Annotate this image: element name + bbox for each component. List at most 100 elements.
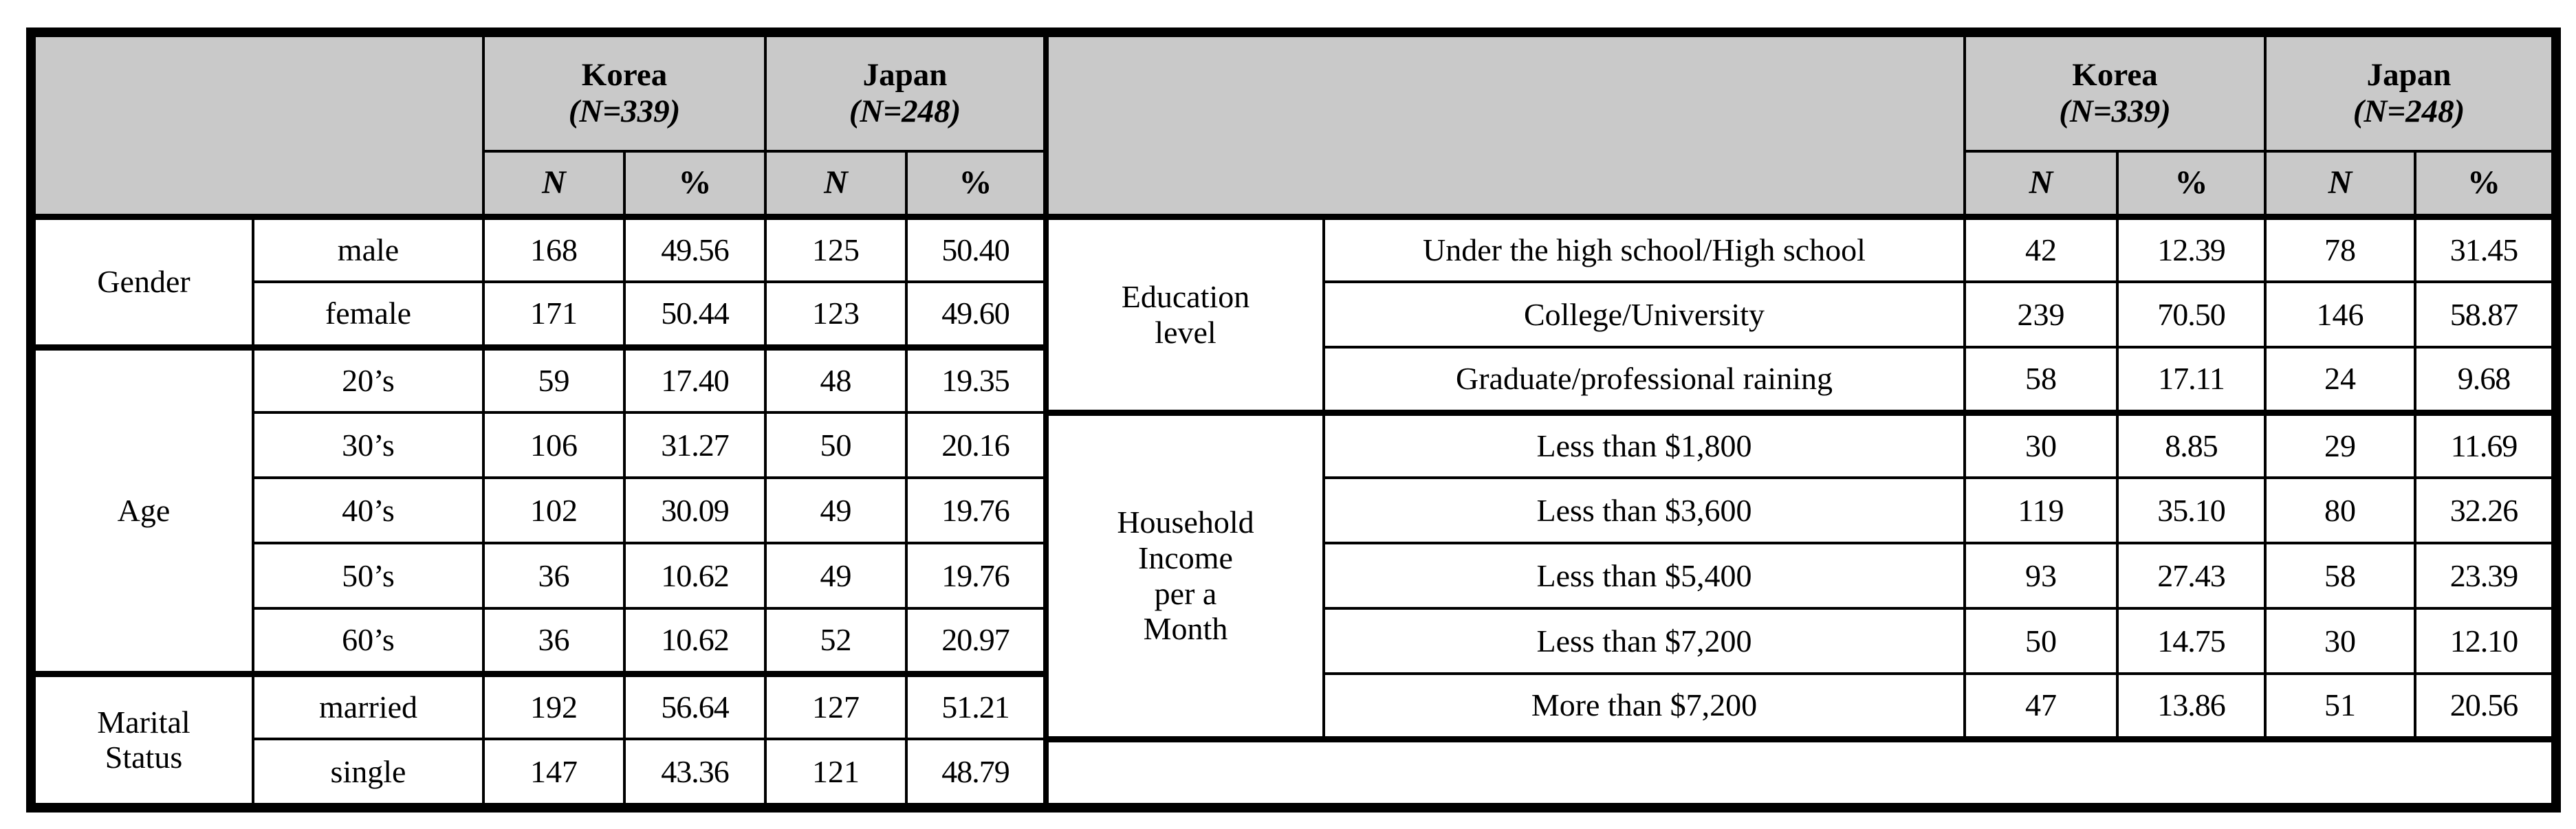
value-cell: 50: [1963, 607, 2119, 675]
header-row-metrics: N % N %: [34, 150, 1046, 218]
row-label: Less than $3,600: [1322, 476, 1966, 544]
value-cell: 42: [1963, 213, 2119, 283]
demographics-table: Korea (N=339) Japan (N=248) N % N % Gend…: [26, 27, 2561, 813]
value-cell: 8.85: [2116, 409, 2267, 479]
row-label: male: [252, 213, 485, 283]
row-label: College/University: [1322, 280, 1966, 349]
value-cell: 49.60: [905, 280, 1046, 349]
value-cell: 50.44: [623, 280, 767, 349]
row-label: Less than $1,800: [1322, 409, 1966, 479]
value-cell: 29: [2264, 409, 2416, 479]
korea-header: Korea (N=339): [482, 34, 767, 153]
value-cell: 119: [1963, 476, 2119, 544]
header-row-countries: Korea (N=339) Japan (N=248): [33, 34, 1046, 218]
corner-cell: [33, 34, 485, 218]
value-cell: 35.10: [2116, 476, 2267, 544]
value-cell: 58.87: [2414, 280, 2554, 349]
value-cell: 12.39: [2116, 213, 2267, 283]
japan-count: (N=248): [2353, 93, 2465, 129]
row-label: Under the high school/High school: [1322, 213, 1966, 283]
value-cell: 47: [1963, 672, 2119, 740]
table-row: Household Income per a Month Less than $…: [1046, 409, 2554, 740]
value-cell: 10.62: [623, 607, 767, 675]
table-row: 40’s 102 30.09 49 19.76: [34, 476, 1046, 544]
value-cell: 9.68: [2414, 346, 2554, 414]
value-cell: 20.97: [905, 607, 1046, 675]
value-cell: 125: [764, 213, 908, 283]
header-row-metrics: N % N %: [1047, 150, 2554, 218]
value-cell: 52: [764, 607, 908, 675]
value-cell: 168: [482, 213, 626, 283]
korea-count: (N=339): [568, 93, 681, 129]
row-label: 40’s: [252, 476, 485, 544]
value-cell: 80: [2264, 476, 2416, 544]
row-label: Graduate/professional raining: [1322, 346, 1966, 414]
value-cell: 30.09: [623, 476, 767, 544]
header-row-countries: Korea (N=339) Japan (N=248): [1046, 34, 2554, 218]
value-cell: 31.27: [623, 411, 767, 479]
japan-header: Japan (N=248): [2264, 34, 2554, 153]
value-cell: 171: [482, 280, 626, 349]
value-cell: 13.86: [2116, 672, 2267, 740]
row-group-label: Marital Status: [33, 670, 254, 806]
value-cell: 43.36: [623, 738, 767, 806]
value-cell: 17.11: [2116, 346, 2267, 414]
corner-cell: [1046, 34, 1966, 218]
row-label: 60’s: [252, 607, 485, 675]
value-cell: 51.21: [905, 670, 1046, 740]
value-cell: 48.79: [905, 738, 1046, 806]
table-row: female 171 50.44 123 49.60: [34, 280, 1046, 349]
empty-cell: [1046, 736, 2554, 806]
value-cell: 10.62: [623, 542, 767, 610]
row-label: Less than $5,400: [1322, 542, 1966, 610]
value-cell: 36: [482, 542, 626, 610]
table-row: College/University 239 70.50 146 58.87: [1047, 280, 2554, 349]
value-cell: 192: [482, 670, 626, 740]
row-label: More than $7,200: [1322, 672, 1966, 740]
value-cell: 121: [764, 738, 908, 806]
value-cell: 147: [482, 738, 626, 806]
korea-n-col-header: N: [482, 150, 626, 218]
value-cell: 49: [764, 542, 908, 610]
value-cell: 70.50: [2116, 280, 2267, 349]
value-cell: 17.40: [623, 344, 767, 414]
value-cell: 20.16: [905, 411, 1046, 479]
table-row: Less than $3,600 119 35.10 80 32.26: [1047, 476, 2554, 544]
value-cell: 102: [482, 476, 626, 544]
value-cell: 123: [764, 280, 908, 349]
value-cell: 27.43: [2116, 542, 2267, 610]
value-cell: 93: [1963, 542, 2119, 610]
row-group-label: Age: [33, 344, 254, 675]
row-group-label: Household Income per a Month: [1046, 409, 1325, 740]
value-cell: 23.39: [2414, 542, 2554, 610]
japan-n-col-header: N: [2264, 150, 2416, 218]
value-cell: 36: [482, 607, 626, 675]
table-row: Education level Under the high school/Hi…: [1046, 213, 2554, 414]
value-cell: 59: [482, 344, 626, 414]
korea-pct-col-header: %: [623, 150, 767, 218]
value-cell: 58: [2264, 542, 2416, 610]
japan-header: Japan (N=248): [764, 34, 1046, 153]
korea-count: (N=339): [2059, 93, 2171, 129]
value-cell: 48: [764, 344, 908, 414]
korea-header: Korea (N=339): [1963, 34, 2267, 153]
row-label: female: [252, 280, 485, 349]
demographics-table-left: Korea (N=339) Japan (N=248) N % N % Gend…: [33, 34, 1046, 806]
table-row: Marital Status married 192 56.64 127 51.…: [33, 670, 1046, 806]
japan-n-col-header: N: [764, 150, 908, 218]
value-cell: 14.75: [2116, 607, 2267, 675]
korea-pct-col-header: %: [2116, 150, 2267, 218]
table-row: Less than $5,400 93 27.43 58 23.39: [1047, 542, 2554, 610]
value-cell: 49: [764, 476, 908, 544]
row-label: 30’s: [252, 411, 485, 479]
row-label: married: [252, 670, 485, 740]
value-cell: 50.40: [905, 213, 1046, 283]
value-cell: 32.26: [2414, 476, 2554, 544]
value-cell: 31.45: [2414, 213, 2554, 283]
table-row: Age 20’s 59 17.40 48 19.35: [33, 344, 1046, 675]
value-cell: 78: [2264, 213, 2416, 283]
japan-pct-col-header: %: [905, 150, 1046, 218]
row-label: single: [252, 738, 485, 806]
table-row: 30’s 106 31.27 50 20.16: [34, 411, 1046, 479]
value-cell: 239: [1963, 280, 2119, 349]
